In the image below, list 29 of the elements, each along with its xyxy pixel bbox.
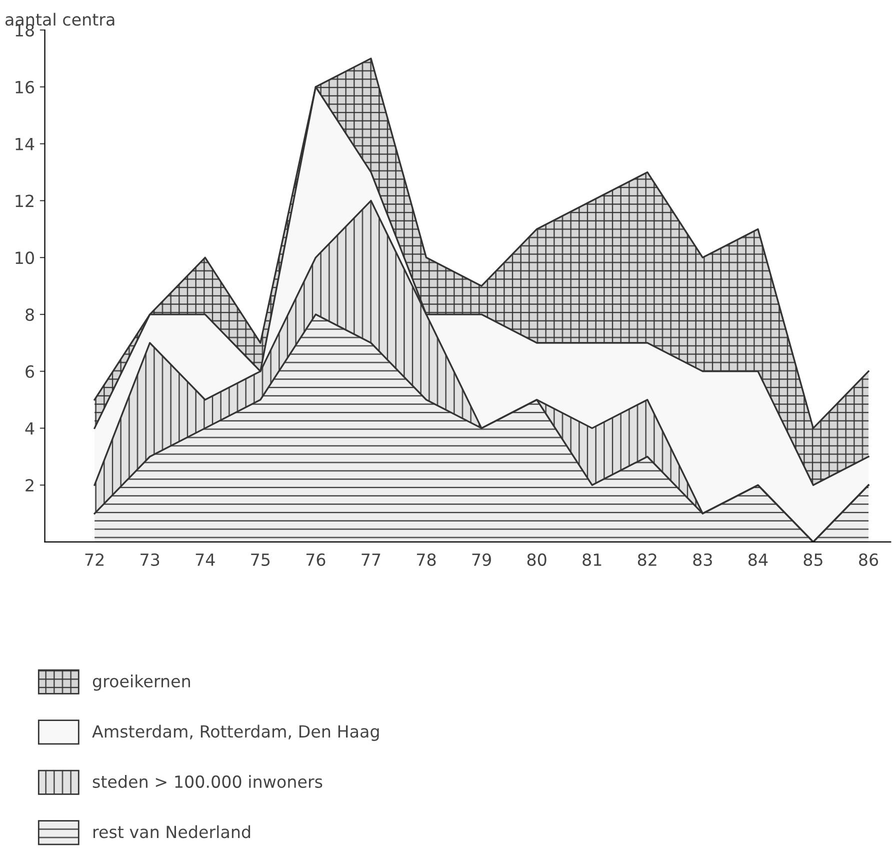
x-tick-label: 74 <box>196 554 215 566</box>
y-tick-label: 4 <box>25 422 34 435</box>
y-tick-label: 14 <box>16 138 34 150</box>
x-tick-label: 80 <box>527 553 546 566</box>
y-tick-label: 8 <box>26 308 34 321</box>
x-tick-label: 73 <box>140 553 160 566</box>
x-tick-label: 75 <box>251 554 270 566</box>
x-tick-label: 81 <box>582 553 602 566</box>
x-tick-label: 82 <box>638 553 656 566</box>
x-tick-label: 86 <box>859 553 878 566</box>
legend-label: Amsterdam, Rotterdam, Den Haag <box>92 724 379 741</box>
legend-label: groeikernen <box>92 674 190 691</box>
y-tick-label: 18 <box>16 24 34 37</box>
y-tick-label: 16 <box>16 80 34 94</box>
x-tick-label: 83 <box>693 553 712 566</box>
x-tick-label: 85 <box>804 553 822 566</box>
y-tick-label: 10 <box>16 252 34 264</box>
x-tick-label: 77 <box>362 554 380 566</box>
x-tick-label: 72 <box>85 553 104 566</box>
legend-label: steden > 100.000 inwoners <box>92 775 322 788</box>
y-axis-title: aantal centra <box>5 12 114 26</box>
x-tick-label: 78 <box>417 553 436 566</box>
y-tick-label: 2 <box>26 479 34 492</box>
y-tick-label: 6 <box>26 365 34 378</box>
y-tick-label: 12 <box>16 194 34 207</box>
x-tick-label: 84 <box>748 553 768 566</box>
x-tick-label: 79 <box>472 553 491 566</box>
x-tick-label: 76 <box>306 553 326 566</box>
legend-label: rest van Nederland <box>94 825 250 838</box>
